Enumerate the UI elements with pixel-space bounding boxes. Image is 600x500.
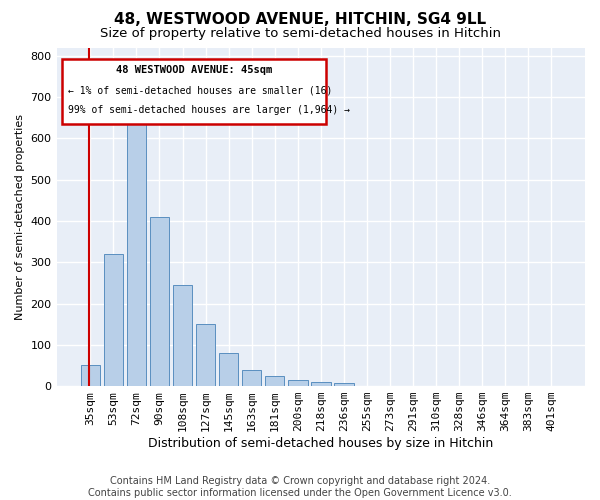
Text: ← 1% of semi-detached houses are smaller (16): ← 1% of semi-detached houses are smaller… (68, 85, 332, 95)
Bar (80, 366, 100, 386)
X-axis label: Distribution of semi-detached houses by size in Hitchin: Distribution of semi-detached houses by … (148, 437, 493, 450)
Text: 48, WESTWOOD AVENUE, HITCHIN, SG4 9LL: 48, WESTWOOD AVENUE, HITCHIN, SG4 9LL (114, 12, 486, 28)
Bar (149, 217, 169, 386)
FancyBboxPatch shape (62, 60, 326, 124)
Bar (265, 376, 284, 386)
Bar (288, 380, 308, 386)
Bar (334, 383, 353, 386)
Bar (311, 382, 331, 386)
Bar (196, 324, 215, 386)
Bar (219, 353, 238, 386)
Text: Size of property relative to semi-detached houses in Hitchin: Size of property relative to semi-detach… (100, 28, 500, 40)
Text: Contains HM Land Registry data © Crown copyright and database right 2024.
Contai: Contains HM Land Registry data © Crown c… (88, 476, 512, 498)
Bar (104, 254, 123, 386)
Text: 48 WESTWOOD AVENUE: 45sqm: 48 WESTWOOD AVENUE: 45sqm (116, 66, 272, 76)
Y-axis label: Number of semi-detached properties: Number of semi-detached properties (15, 114, 25, 320)
Bar (242, 370, 262, 386)
Text: 99% of semi-detached houses are larger (1,964) →: 99% of semi-detached houses are larger (… (68, 104, 350, 115)
Bar (127, 114, 146, 386)
Bar (173, 285, 193, 386)
